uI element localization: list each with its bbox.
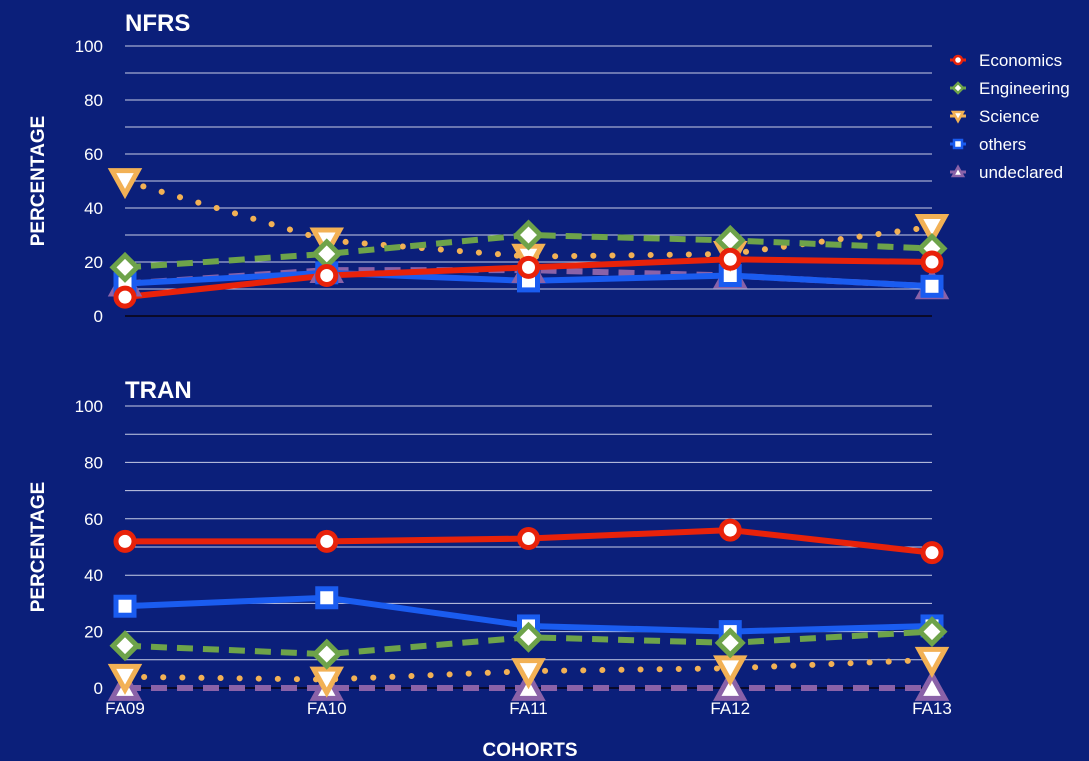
y-tick-label: 60 — [84, 145, 103, 164]
x-tick-label: FA12 — [710, 699, 750, 718]
legend-item-science: Science — [950, 107, 1039, 126]
data-point — [714, 627, 746, 659]
data-point — [920, 274, 944, 298]
data-point — [914, 646, 950, 678]
data-point — [718, 247, 742, 271]
data-point — [920, 541, 944, 565]
data-point — [315, 264, 339, 287]
chart-panel-nfrs: 0 20 40 60 80 100 NFRS PERCENTAGE — [28, 10, 950, 326]
data-point — [718, 518, 742, 542]
markers-economics — [113, 247, 944, 309]
y-tick-label: 0 — [94, 307, 103, 326]
data-point — [107, 663, 143, 695]
y-tick-label: 80 — [84, 91, 103, 110]
legend-item-engineering: Engineering — [950, 79, 1070, 98]
legend-item-undeclared: undeclared — [950, 163, 1063, 182]
data-point — [107, 168, 143, 200]
x-tick-label: FA13 — [912, 699, 952, 718]
legend-item-economics: Economics — [950, 51, 1062, 70]
y-tick-label: 40 — [84, 566, 103, 585]
data-point — [315, 586, 339, 610]
data-point — [920, 250, 944, 274]
data-point — [512, 219, 545, 251]
legend-label: undeclared — [979, 163, 1063, 182]
y-tick-label: 20 — [84, 623, 103, 642]
legend-label: Science — [979, 107, 1039, 126]
y-tick-label: 60 — [84, 510, 103, 529]
data-point — [713, 669, 748, 701]
data-point — [914, 214, 950, 246]
legend: Economics Engineering Science others undecla… — [950, 51, 1070, 182]
y-tick-label: 0 — [94, 679, 103, 698]
chart-title: NFRS — [125, 10, 190, 37]
legend-item-others: others — [950, 135, 1026, 154]
data-point — [512, 621, 545, 653]
data-point — [109, 630, 141, 662]
markers-engineering — [109, 616, 948, 670]
legend-label: others — [979, 135, 1026, 154]
legend-marker — [952, 54, 964, 66]
data-point — [713, 655, 748, 687]
y-axis-title: PERCENTAGE — [28, 116, 49, 247]
y-axis-title: PERCENTAGE — [28, 482, 49, 613]
x-tick-label: FA10 — [307, 699, 347, 718]
data-point — [914, 669, 950, 701]
legend-label: Engineering — [979, 79, 1070, 98]
data-point — [315, 529, 339, 553]
legend-marker — [950, 164, 966, 178]
data-point — [311, 638, 343, 670]
legend-label: Economics — [979, 51, 1062, 70]
data-point — [113, 529, 137, 553]
data-point — [517, 527, 540, 551]
data-point — [113, 285, 137, 309]
data-point — [511, 658, 546, 690]
y-tick-label: 100 — [75, 397, 103, 416]
legend-marker — [950, 110, 966, 124]
y-tick-label: 80 — [84, 453, 103, 472]
y-tick-label: 100 — [75, 37, 103, 56]
chart-panel-tran: 0 20 40 60 80 100 TRAN PERCENTAGE FA09 FA10 FA11 FA… — [28, 377, 952, 718]
chart-title: TRAN — [125, 377, 192, 404]
y-tick-label: 40 — [84, 199, 103, 218]
legend-marker — [952, 138, 964, 150]
markers-economics — [113, 518, 944, 565]
data-point — [916, 616, 948, 648]
data-point — [517, 255, 540, 279]
x-tick-label: FA11 — [509, 699, 547, 718]
y-tick-label: 20 — [84, 253, 103, 272]
x-tick-label: FA09 — [105, 699, 145, 718]
data-point — [113, 594, 137, 618]
legend-marker — [951, 81, 965, 95]
x-axis-title: COHORTS — [483, 740, 578, 761]
data-point — [109, 251, 141, 283]
